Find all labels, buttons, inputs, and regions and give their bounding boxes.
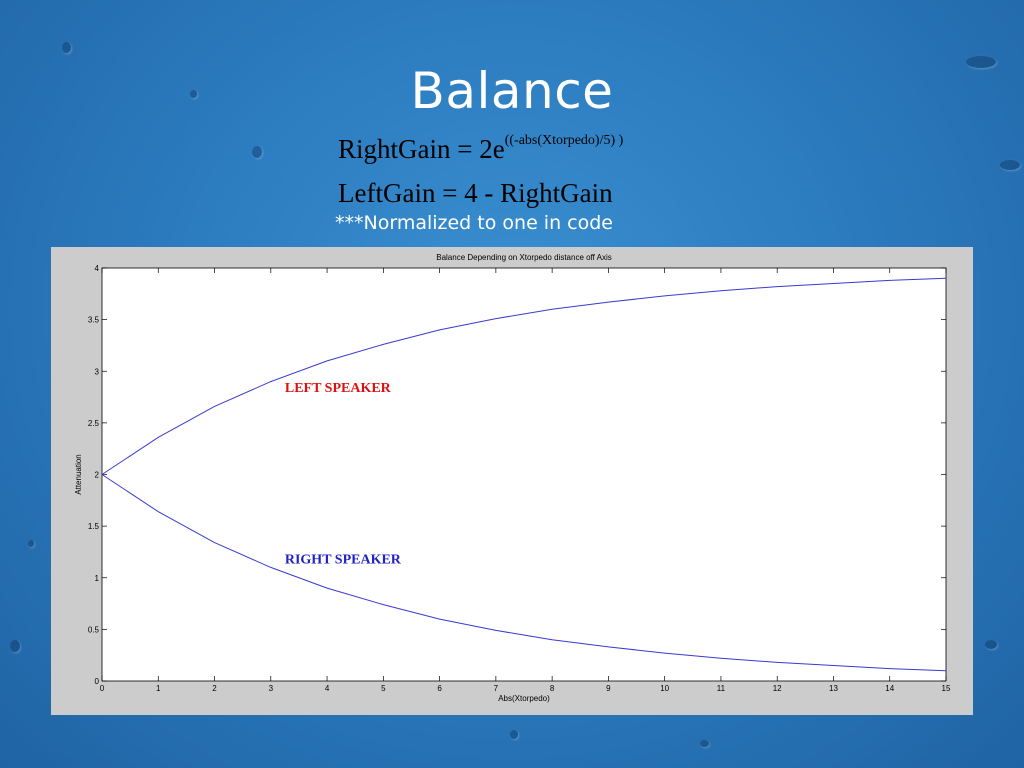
plot-panel: Balance Depending on Xtorpedo distance o…: [51, 247, 973, 715]
formula-right-eq: = 2e: [450, 134, 505, 164]
y-tick-label: 3.5: [88, 316, 100, 325]
water-drop: [62, 42, 71, 53]
water-drop: [510, 730, 518, 739]
x-tick-label: 1: [156, 684, 161, 693]
x-tick-label: 2: [212, 684, 217, 693]
right-speaker-line: [101, 474, 947, 672]
y-tick-label: 2.5: [88, 419, 100, 428]
x-tick-label: 7: [494, 684, 499, 693]
formula-right-exponent: ((-abs(Xtorpedo)/5) ): [504, 133, 624, 148]
formula-right-lhs: RightGain: [338, 134, 451, 164]
x-tick-label: 0: [100, 684, 105, 693]
formula-left-gain: LeftGain = 4 - RightGain: [338, 178, 613, 208]
normalization-note: ***Normalized to one in code: [335, 212, 613, 234]
y-tick-label: 1.5: [88, 522, 100, 531]
x-tick-label: 12: [773, 684, 782, 693]
formula-right-gain: RightGain = 2e((-abs(Xtorpedo)/5) ): [338, 133, 624, 165]
x-tick-label: 4: [325, 684, 330, 693]
y-tick-label: 3: [95, 367, 100, 376]
water-drop: [10, 640, 20, 652]
water-drop: [190, 90, 197, 98]
x-tick-label: 5: [381, 684, 386, 693]
slide-title: Balance: [410, 62, 614, 120]
left-speaker-line: [101, 277, 947, 475]
x-tick-label: 15: [942, 684, 951, 693]
left-speaker-annotation: LEFT SPEAKER: [285, 381, 392, 396]
x-tick-label: 13: [829, 684, 838, 693]
chart-title: Balance Depending on Xtorpedo distance o…: [436, 253, 612, 262]
plot-area: [101, 267, 947, 682]
water-drop: [28, 540, 34, 547]
x-tick-label: 11: [717, 684, 726, 693]
y-tick-label: 1: [95, 574, 100, 583]
x-tick-label: 6: [437, 684, 442, 693]
water-drop: [1000, 160, 1020, 170]
right-speaker-annotation: RIGHT SPEAKER: [285, 552, 402, 567]
water-drop: [700, 740, 709, 747]
water-drop: [985, 640, 997, 649]
x-axis-label: Abs(Xtorpedo): [498, 694, 550, 703]
y-tick-label: 4: [95, 264, 100, 273]
x-tick-label: 14: [885, 684, 894, 693]
x-tick-label: 10: [660, 684, 669, 693]
x-tick-label: 3: [269, 684, 274, 693]
balance-chart: Balance Depending on Xtorpedo distance o…: [74, 253, 951, 703]
y-tick-label: 2: [95, 471, 100, 480]
y-tick-label: 0: [95, 677, 100, 686]
water-drop: [252, 146, 262, 158]
y-tick-label: 0.5: [88, 625, 100, 634]
y-axis-label: Attenuation: [74, 454, 83, 494]
water-drop: [966, 56, 996, 68]
x-tick-label: 9: [606, 684, 611, 693]
x-tick-label: 8: [550, 684, 555, 693]
